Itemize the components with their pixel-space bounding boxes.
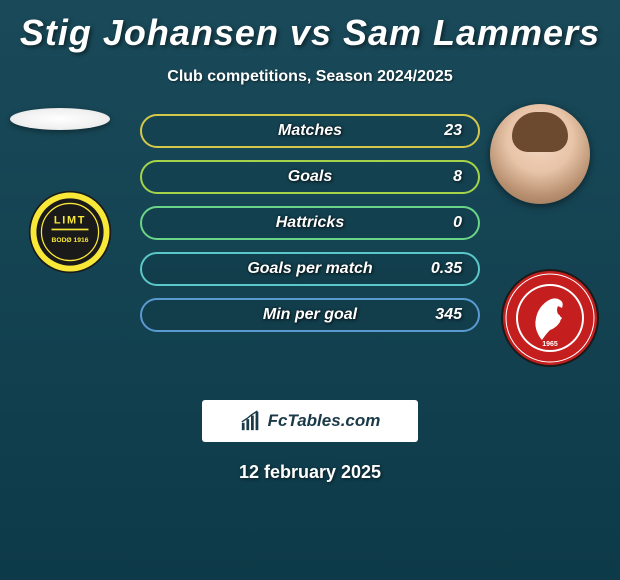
svg-text:1965: 1965 <box>542 341 558 348</box>
stat-value: 345 <box>435 306 462 324</box>
date-label: 12 february 2025 <box>0 462 620 483</box>
stat-label: Goals per match <box>247 260 372 278</box>
stats-list: Matches 23 Goals 8 Hattricks 0 Goals per… <box>140 114 480 344</box>
stat-row-goals: Goals 8 <box>140 160 480 194</box>
stat-row-goals-per-match: Goals per match 0.35 <box>140 252 480 286</box>
comparison-panel: LIMT BODØ 1916 1965 Matches 23 Goals 8 H… <box>0 114 620 384</box>
stat-label: Min per goal <box>263 306 357 324</box>
stat-value: 0 <box>453 214 462 232</box>
svg-text:BODØ 1916: BODØ 1916 <box>52 237 89 244</box>
stat-label: Goals <box>288 168 332 186</box>
stat-value: 8 <box>453 168 462 186</box>
svg-text:LIMT: LIMT <box>54 215 86 227</box>
stat-value: 23 <box>444 122 462 140</box>
page-title: Stig Johansen vs Sam Lammers <box>0 0 620 54</box>
club-left-crest: LIMT BODØ 1916 <box>20 188 120 276</box>
stat-row-hattricks: Hattricks 0 <box>140 206 480 240</box>
stat-row-min-per-goal: Min per goal 345 <box>140 298 480 332</box>
subtitle: Club competitions, Season 2024/2025 <box>0 68 620 86</box>
branding-badge: FcTables.com <box>202 400 418 442</box>
branding-text: FcTables.com <box>268 411 381 431</box>
player-left-avatar <box>10 108 110 130</box>
stat-label: Hattricks <box>276 214 344 232</box>
player-right-avatar <box>490 104 590 204</box>
stat-value: 0.35 <box>431 260 462 278</box>
stat-row-matches: Matches 23 <box>140 114 480 148</box>
club-right-crest: 1965 <box>500 268 600 368</box>
stat-label: Matches <box>278 122 342 140</box>
chart-icon <box>240 410 262 432</box>
